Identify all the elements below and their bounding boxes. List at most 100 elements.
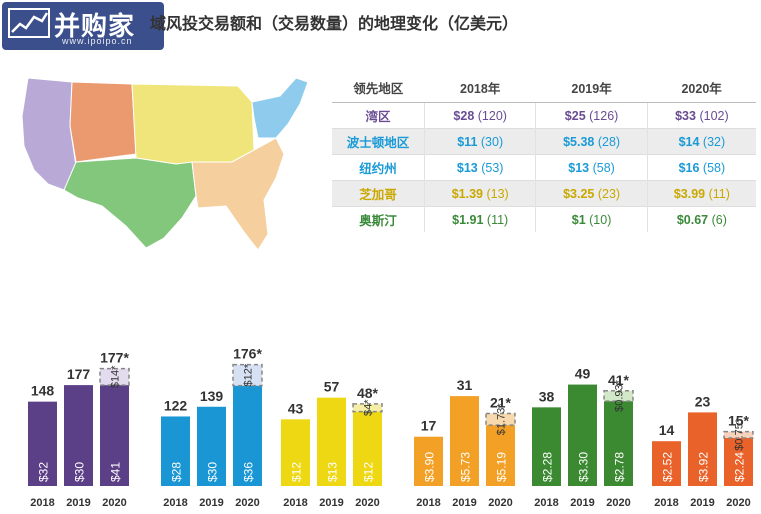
logo-brand: 并购家	[54, 11, 136, 41]
table-cell: $3.99 (11)	[647, 180, 756, 207]
table-cell: $1 (10)	[535, 206, 648, 232]
cell-count: (13)	[486, 186, 509, 201]
year-tick-label: 2020	[606, 497, 630, 509]
page-title: 域风投交易额和（交易数量）的地理变化（亿美元）	[150, 16, 519, 33]
bar-charts: $32 148 2018 $30 177 2019 $41 $14*177* 2020 $28 12…	[28, 346, 754, 509]
bar-amount-label: $12	[362, 462, 376, 482]
bar	[197, 406, 226, 486]
projected-amount-label: $0.93*	[614, 379, 626, 412]
map-region-mountain	[69, 81, 137, 163]
table-cell: $28 (120)	[424, 102, 537, 129]
map-region-plains	[131, 83, 255, 165]
table-row: 湾区 $28 (120) $25 (126) $33 (102)	[332, 102, 756, 129]
deal-count-label: 139	[200, 388, 224, 404]
bar	[688, 412, 717, 486]
table-cell: $1.91 (11)	[424, 206, 537, 232]
projected-amount-label: $14*	[110, 365, 122, 388]
table-row: 奥斯汀 $1.91 (11) $1 (10) $0.67 (6)	[332, 206, 756, 232]
cell-count: (58)	[592, 160, 615, 175]
table-cell: $1.39 (13)	[424, 180, 537, 207]
cell-count: (28)	[597, 134, 621, 149]
cell-amount: $16	[678, 160, 700, 175]
deal-count-label: 57	[324, 379, 340, 395]
cell-count: (53)	[481, 160, 504, 175]
cell-count: (126)	[589, 108, 619, 123]
projected-bar	[352, 403, 383, 413]
bar	[724, 438, 753, 486]
deal-count-label: 31	[457, 377, 473, 393]
bar-amount-label: $2.24	[733, 452, 747, 482]
cell-amount: $1	[571, 212, 586, 227]
projected-bar	[99, 367, 130, 386]
table-cell: $3.25 (23)	[535, 180, 648, 207]
table-row: 芝加哥 $1.39 (13) $3.25 (23) $3.99 (11)	[332, 180, 756, 207]
cell-amount: $28	[453, 108, 475, 123]
bar-amount-label: $5.19	[495, 452, 509, 482]
map-region-northeast	[251, 77, 309, 139]
bar-amount-label: $30	[206, 462, 220, 482]
year-tick-label: 2018	[416, 497, 440, 509]
cell-count: (6)	[711, 212, 727, 227]
table-cell: $33 (102)	[647, 102, 756, 129]
cell-amount: $25	[564, 108, 586, 123]
cell-count: (11)	[708, 186, 730, 201]
deal-count-label: 15*	[728, 413, 750, 429]
table-header: 领先地区 2018年 2019年 2020年	[332, 72, 756, 103]
deal-count-label: 14	[659, 422, 675, 438]
cell-amount: $3.99	[673, 186, 706, 201]
bar	[161, 416, 190, 486]
bar-amount-label: $2.52	[661, 452, 675, 482]
bar-amount-label: $13	[326, 462, 340, 482]
table-cell: $25 (126)	[535, 102, 648, 129]
year-tick-label: 2020	[488, 497, 512, 509]
projected-amount-label: $12*	[243, 363, 255, 386]
cell-amount: $0.67	[676, 212, 709, 227]
cell-amount: $13	[568, 160, 590, 175]
cell-amount: $1.91	[452, 212, 484, 227]
table-cell: $14 (32)	[647, 128, 756, 155]
bar	[414, 436, 443, 486]
deal-count-label: 177	[67, 366, 91, 382]
cell-count: (23)	[597, 186, 621, 201]
us-regions-map	[21, 77, 309, 251]
projected-amount-label: $4*	[363, 399, 375, 416]
table-row: 纽约州 $13 (53) $13 (58) $16 (58)	[332, 154, 756, 181]
bar-amount-label: $5.73	[459, 452, 473, 482]
bar-amount-label: $3.92	[697, 452, 711, 482]
projected-bar	[723, 430, 754, 439]
year-tick-label: 2020	[235, 497, 259, 509]
table-cell: $13 (58)	[535, 154, 648, 181]
cell-amount: $1.39	[451, 186, 483, 201]
projected-bar	[232, 363, 263, 387]
deal-count-label: 49	[575, 366, 591, 382]
deal-count-label: 41*	[608, 372, 630, 388]
map-region-southeast	[191, 137, 285, 251]
bar	[100, 385, 129, 486]
table-cell: $13 (53)	[424, 154, 537, 181]
bar	[28, 401, 57, 486]
bar	[486, 425, 515, 486]
table-cell: $16 (58)	[647, 154, 756, 181]
cell-count: (102)	[699, 108, 729, 123]
bar-amount-label: $41	[109, 462, 123, 482]
region-name: 湾区	[332, 102, 425, 129]
deal-count-label: 38	[539, 388, 555, 404]
bar	[353, 411, 382, 486]
year-tick-label: 2018	[283, 497, 307, 509]
deal-count-label: 176*	[233, 346, 262, 362]
region-name: 奥斯汀	[332, 206, 425, 232]
cell-count: (30)	[480, 134, 504, 149]
cell-count: (32)	[702, 134, 726, 149]
chart-logo-icon	[8, 8, 50, 38]
cell-amount: $3.25	[563, 186, 595, 201]
region-name: 波士顿地区	[332, 128, 425, 155]
bar-amount-label: $3.30	[577, 452, 591, 482]
year-tick-label: 2019	[690, 497, 714, 509]
bar-amount-label: $2.28	[541, 452, 555, 482]
bar-amount-label: $2.78	[613, 452, 627, 482]
year-tick-label: 2020	[355, 497, 379, 509]
cell-amount: $13	[456, 160, 478, 175]
bar-amount-label: $12	[290, 462, 304, 482]
region-name: 芝加哥	[332, 180, 425, 207]
logo: 并购家 www.ipoipo.cn	[2, 2, 164, 50]
